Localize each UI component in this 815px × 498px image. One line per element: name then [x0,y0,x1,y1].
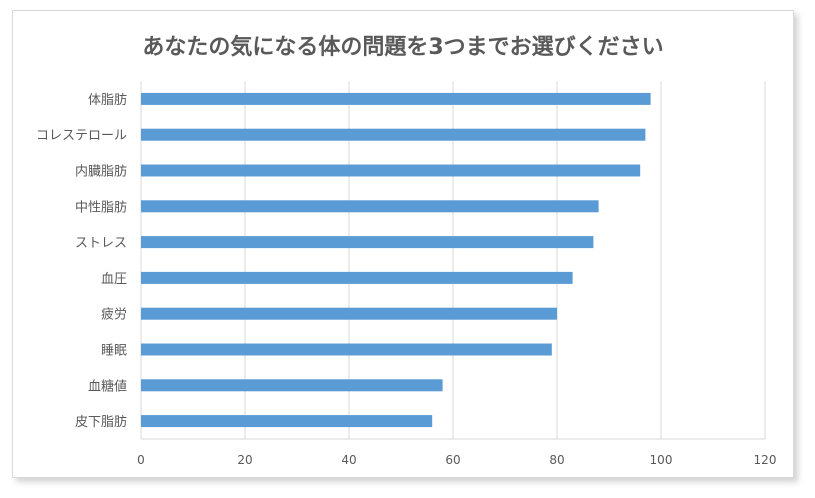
bar-4 [141,200,599,213]
bar-chart-plot: 0 20 40 60 80 100 120 体脂肪コレステロール内臓脂肪中性脂肪ストレス血圧疲… [36,81,777,467]
bar-1 [141,92,651,105]
bar-3 [141,164,641,177]
category-label-10: 皮下脂肪 [75,414,127,430]
chart-frame: あなたの気になる体の問題を3つまでお選びください 0 20 40 60 80 100 120… [12,10,794,478]
category-label-6: 血圧 [101,272,127,287]
category-label-9: 血糖値 [88,378,127,394]
x-tick-label-60: 60 [445,453,460,467]
x-tick-label-120: 120 [754,453,777,467]
x-tick-label-40: 40 [341,453,356,467]
category-label-8: 睡眠 [101,344,127,359]
chart-title: あなたの気になる体の問題を3つまでお選びください [142,35,664,60]
bar-8 [141,343,552,356]
bar-9 [141,379,443,392]
category-label-7: 疲労 [101,307,127,323]
category-label-3: 内臓脂肪 [75,164,127,180]
bar-2 [141,128,646,141]
bar-7 [141,307,557,320]
category-label-1: 体脂肪 [88,92,127,108]
category-label-4: 中性脂肪 [75,199,127,215]
category-label-2: コレステロール [36,129,127,144]
bar-5 [141,236,594,249]
x-tick-label-100: 100 [650,453,673,467]
x-tick-label-0: 0 [137,453,145,467]
bar-6 [141,271,573,284]
category-label-5: ストレス [75,236,127,251]
bar-10 [141,415,433,428]
x-tick-label-80: 80 [549,453,564,467]
x-tick-label-20: 20 [237,453,252,467]
